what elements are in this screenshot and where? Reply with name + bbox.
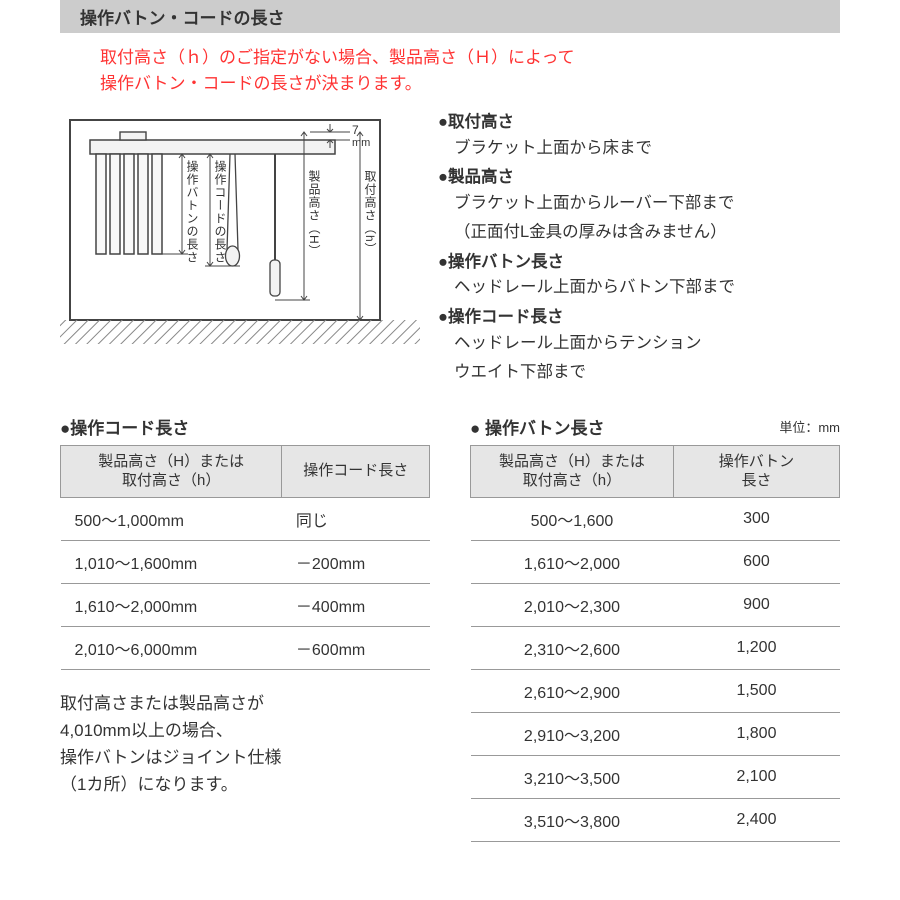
table-cell: 1,500 [673,669,839,712]
definition-desc: ヘッドレール上面からテンション [454,331,840,357]
table-header: 操作コード長さ [282,445,430,497]
definition-term: 取付高さ [438,110,840,136]
table-cell: 500～1,000mm [61,497,282,540]
table-row: 2,310～2,6001,200 [471,626,840,669]
table-baton: 製品高さ（H）または取付高さ（h）操作バトン長さ500～1,6003001,61… [470,445,840,842]
measurement-diagram: 7 mm [60,110,420,360]
footnote-line: 取付高さまたは製品高さが [60,690,430,717]
table-row: 3,210～3,5002,100 [471,755,840,798]
table-row: 2,910～3,2001,800 [471,712,840,755]
table-cord: 製品高さ（H）または取付高さ（h）操作コード長さ500～1,000mm同じ1,0… [60,445,430,670]
table-row: 1,610～2,000mm－400mm [61,583,430,626]
unit-label: 単位：mm [779,417,840,436]
table-cell: 3,210～3,500 [471,755,674,798]
table-baton-title-text: 操作バトン長さ [485,419,605,438]
table-cell: 1,610～2,000 [471,540,674,583]
table-cell: 300 [673,497,839,540]
table-baton-title: 操作バトン長さ 単位：mm [470,414,840,439]
svg-text:mm: mm [352,137,370,149]
diagram-label-cord: 操作コードの長さ [212,160,229,264]
table-row: 1,610～2,000600 [471,540,840,583]
table-row: 500～1,000mm同じ [61,497,430,540]
table-cell: －200mm [282,540,430,583]
table-cell: 2,400 [673,798,839,841]
definitions-list: 取付高さブラケット上面から床まで製品高さブラケット上面からルーバー下部まで （正面… [438,110,840,390]
warning-text: 取付高さ（ｈ）のご指定がない場合、製品高さ（Ｈ）によって 操作バトン・コードの長… [100,45,840,96]
table-row: 3,510～3,8002,400 [471,798,840,841]
section-header: 操作バトン・コードの長さ [60,0,840,33]
table-cell: 2,610～2,900 [471,669,674,712]
footnote-line: （1カ所）になります。 [60,771,430,798]
warning-line1: 取付高さ（ｈ）のご指定がない場合、製品高さ（Ｈ）によって [100,48,575,67]
diagram-label-mount-h: 取付高さ（h） [362,170,379,256]
footnote: 取付高さまたは製品高さが4,010mm以上の場合、操作バトンはジョイント仕様（1… [60,690,430,799]
table-row: 2,010～6,000mm－600mm [61,626,430,669]
definition-term: 操作コード長さ [438,305,840,331]
footnote-line: 操作バトンはジョイント仕様 [60,744,430,771]
diagram-label-product-h: 製品高さ（H） [306,170,323,258]
table-cell: 2,910～3,200 [471,712,674,755]
table-cell: 2,100 [673,755,839,798]
table-cell: 同じ [282,497,430,540]
definition-desc: ヘッドレール上面からバトン下部まで [454,275,840,301]
table-row: 1,010～1,600mm－200mm [61,540,430,583]
table-cell: 1,800 [673,712,839,755]
footnote-line: 4,010mm以上の場合、 [60,717,430,744]
definition-term: 操作バトン長さ [438,250,840,276]
table-header: 製品高さ（H）または取付高さ（h） [471,445,674,497]
table-row: 500～1,600300 [471,497,840,540]
definition-desc: ブラケット上面から床まで [454,136,840,162]
table-cell: 600 [673,540,839,583]
table-cell: 3,510～3,800 [471,798,674,841]
table-cell: －600mm [282,626,430,669]
table-cell: －400mm [282,583,430,626]
table-cell: 2,010～2,300 [471,583,674,626]
diagram-label-baton: 操作バトンの長さ [184,160,201,264]
table-cell: 900 [673,583,839,626]
table-row: 2,010～2,300900 [471,583,840,626]
table-cell: 1,010～1,600mm [61,540,282,583]
table-cell: 500～1,600 [471,497,674,540]
table-cell: 2,310～2,600 [471,626,674,669]
table-cell: 1,610～2,000mm [61,583,282,626]
table-cell: 2,010～6,000mm [61,626,282,669]
table-row: 2,610～2,9001,500 [471,669,840,712]
table-cell: 1,200 [673,626,839,669]
table-cord-title: 操作コード長さ [60,414,430,439]
definition-desc: （正面付L金具の厚みは含みません） [454,220,840,246]
table-header: 操作バトン長さ [673,445,839,497]
warning-line2: 操作バトン・コードの長さが決まります。 [100,74,422,93]
table-header: 製品高さ（H）または取付高さ（h） [61,445,282,497]
definition-term: 製品高さ [438,165,840,191]
definition-desc: ウエイト下部まで [454,360,840,386]
definition-desc: ブラケット上面からルーバー下部まで [454,191,840,217]
